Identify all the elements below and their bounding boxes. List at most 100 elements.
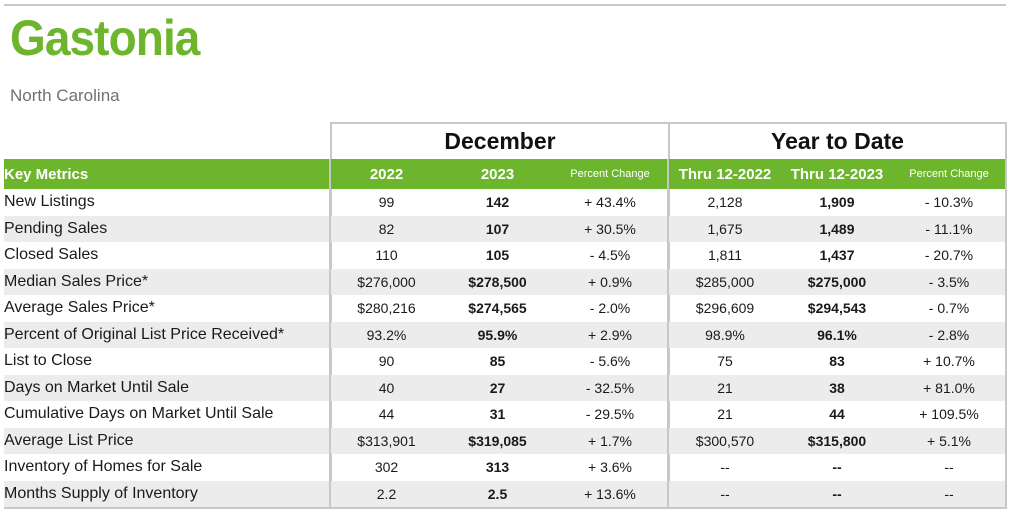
table-header-row: Key Metrics 2022 2023 Percent Change Thr… bbox=[4, 159, 1007, 189]
ytd-percent-change: - 3.5% bbox=[893, 268, 1007, 295]
key-metrics-table: Key Metrics 2022 2023 Percent Change Thr… bbox=[4, 159, 1007, 509]
ytd-2022-value: 2,128 bbox=[667, 189, 781, 216]
ytd-2023-value: 1,489 bbox=[781, 215, 893, 242]
ytd-2023-value: $275,000 bbox=[781, 268, 893, 295]
col-header-2023: 2023 bbox=[442, 159, 553, 189]
december-2022-value: 44 bbox=[329, 401, 442, 428]
december-2022-value: 302 bbox=[329, 454, 442, 481]
ytd-percent-change: - 10.3% bbox=[893, 189, 1007, 216]
ytd-2022-value: 1,675 bbox=[667, 215, 781, 242]
ytd-percent-change: - 0.7% bbox=[893, 295, 1007, 322]
table-row: Pending Sales 82 107 + 30.5% 1,675 1,489- 11.… bbox=[4, 215, 1007, 242]
metric-name: Closed Sales bbox=[4, 246, 99, 264]
metric-name: Inventory of Homes for Sale bbox=[4, 458, 203, 476]
metric-name: Average List Price bbox=[4, 427, 330, 454]
page-subtitle: North Carolina bbox=[10, 86, 120, 105]
ytd-2023-value: $294,543 bbox=[807, 300, 867, 317]
metric-name: Cumulative Days on Market Until Sale bbox=[4, 405, 274, 423]
ytd-percent-change: + 81.0% bbox=[893, 374, 1007, 401]
ytd-percent-change: - 11.1% bbox=[893, 215, 1007, 242]
ytd-percent-change: + 10.7% bbox=[893, 348, 1007, 375]
december-2022-value: $280,216 bbox=[329, 295, 442, 322]
december-2023-value: 105 bbox=[485, 247, 510, 264]
table-row: Inventory of Homes for Sale 302 313 + 3.6% -… bbox=[4, 454, 1007, 481]
ytd-2022-value: 21 bbox=[667, 401, 781, 428]
table-row: Percent of Original List Price Received*… bbox=[4, 321, 1007, 348]
ytd-2022-value: 98.9% bbox=[667, 321, 781, 348]
col-header-percent-change: Percent Change bbox=[553, 159, 668, 189]
ytd-percent-change: + 109.5% bbox=[893, 401, 1007, 428]
month-group-title: December bbox=[444, 128, 556, 154]
december-2023-value: 27 bbox=[442, 374, 553, 401]
december-percent-change: - 32.5% bbox=[553, 374, 668, 401]
key-metrics-header: Key Metrics bbox=[4, 159, 330, 189]
ytd-percent-change: - 20.7% bbox=[893, 242, 1007, 269]
page-title: Gastonia bbox=[10, 10, 200, 66]
ytd-2023-value: 96.1% bbox=[781, 321, 893, 348]
december-percent-change: + 30.5% bbox=[553, 215, 668, 242]
december-percent-change: + 2.9% bbox=[553, 321, 668, 348]
ytd-2023-value: -- bbox=[832, 459, 842, 476]
december-2023-value: 107 bbox=[442, 215, 553, 242]
december-2023-value: $319,085 bbox=[442, 427, 553, 454]
col-header-2022: 2022 bbox=[329, 159, 442, 189]
table-row: New Listings 99 142 + 43.4% 2,128 1,909 - 10.3… bbox=[4, 189, 1007, 216]
col-header-thru-2022: Thru 12-2022 bbox=[667, 159, 781, 189]
ytd-2022-value: 1,811 bbox=[667, 242, 781, 269]
ytd-percent-change: -- bbox=[893, 480, 1007, 509]
december-percent-change: + 0.9% bbox=[553, 268, 668, 295]
ytd-percent-change: + 5.1% bbox=[893, 427, 1007, 454]
metric-name: Days on Market Until Sale bbox=[4, 374, 330, 401]
december-2023-value: 142 bbox=[485, 194, 510, 211]
december-2023-value: $274,565 bbox=[468, 300, 527, 317]
ytd-percent-change: -- bbox=[893, 454, 1007, 481]
ytd-2022-value: 75 bbox=[667, 348, 781, 375]
ytd-2023-value: 1,437 bbox=[819, 247, 855, 264]
december-2022-value: 2.2 bbox=[329, 480, 442, 509]
december-2022-value: 99 bbox=[329, 189, 442, 216]
table-row: Days on Market Until Sale 40 27- 32.5% 21 38… bbox=[4, 374, 1007, 401]
ytd-percent-change: - 2.8% bbox=[893, 321, 1007, 348]
ytd-2023-value: 44 bbox=[829, 406, 845, 423]
ytd-2022-value: -- bbox=[667, 480, 781, 509]
december-2022-value: $276,000 bbox=[329, 268, 442, 295]
ytd-2022-value: $296,609 bbox=[667, 295, 781, 322]
table-row: Average List Price $313,901 $319,085 + 1.7%… bbox=[4, 427, 1007, 454]
ytd-2023-value: 1,909 bbox=[819, 194, 855, 211]
december-2023-value: 313 bbox=[485, 459, 510, 476]
december-2022-value: 90 bbox=[329, 348, 442, 375]
ytd-2022-value: $300,570 bbox=[667, 427, 781, 454]
col-header-thru-2023: Thru 12-2023 bbox=[781, 159, 893, 189]
december-2023-value: 95.9% bbox=[442, 321, 553, 348]
december-2023-value: 31 bbox=[489, 406, 506, 423]
metric-name: Average Sales Price* bbox=[4, 299, 155, 317]
december-percent-change: - 2.0% bbox=[589, 300, 631, 317]
ytd-2023-value: 38 bbox=[781, 374, 893, 401]
metric-name: Median Sales Price* bbox=[4, 268, 330, 295]
december-percent-change: - 4.5% bbox=[589, 247, 631, 264]
december-2022-value: $313,901 bbox=[329, 427, 442, 454]
december-percent-change: + 1.7% bbox=[553, 427, 668, 454]
col-header-percent-change-ytd: Percent Change bbox=[893, 159, 1007, 189]
table-row: Closed Sales 110 105 - 4.5% 1,811 1,437 - 20.7… bbox=[4, 242, 1007, 269]
metric-name: Pending Sales bbox=[4, 215, 330, 242]
december-2023-value: $278,500 bbox=[442, 268, 553, 295]
december-percent-change: - 5.6% bbox=[589, 353, 631, 370]
december-2022-value: 93.2% bbox=[329, 321, 442, 348]
december-percent-change: - 29.5% bbox=[585, 406, 635, 423]
metric-name: New Listings bbox=[4, 193, 95, 211]
table-row: Average Sales Price* $280,216 $274,565 - 2.… bbox=[4, 295, 1007, 322]
december-2023-value: 85 bbox=[489, 353, 506, 370]
metric-name: Months Supply of Inventory bbox=[4, 480, 330, 509]
december-percent-change: + 13.6% bbox=[553, 480, 668, 509]
ytd-group-title: Year to Date bbox=[771, 128, 904, 154]
december-percent-change: + 3.6% bbox=[588, 459, 632, 476]
december-2022-value: 82 bbox=[329, 215, 442, 242]
december-2022-value: 40 bbox=[329, 374, 442, 401]
ytd-2023-value: $315,800 bbox=[781, 427, 893, 454]
table-row: List to Close 90 85 - 5.6% 75 83 + 10.7% bbox=[4, 348, 1007, 375]
top-divider bbox=[4, 4, 1006, 6]
december-2022-value: 110 bbox=[329, 242, 442, 269]
ytd-2022-value: -- bbox=[667, 454, 781, 481]
ytd-2023-value: -- bbox=[781, 480, 893, 509]
